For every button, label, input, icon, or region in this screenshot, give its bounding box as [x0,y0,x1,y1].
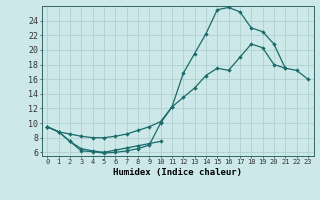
X-axis label: Humidex (Indice chaleur): Humidex (Indice chaleur) [113,168,242,177]
